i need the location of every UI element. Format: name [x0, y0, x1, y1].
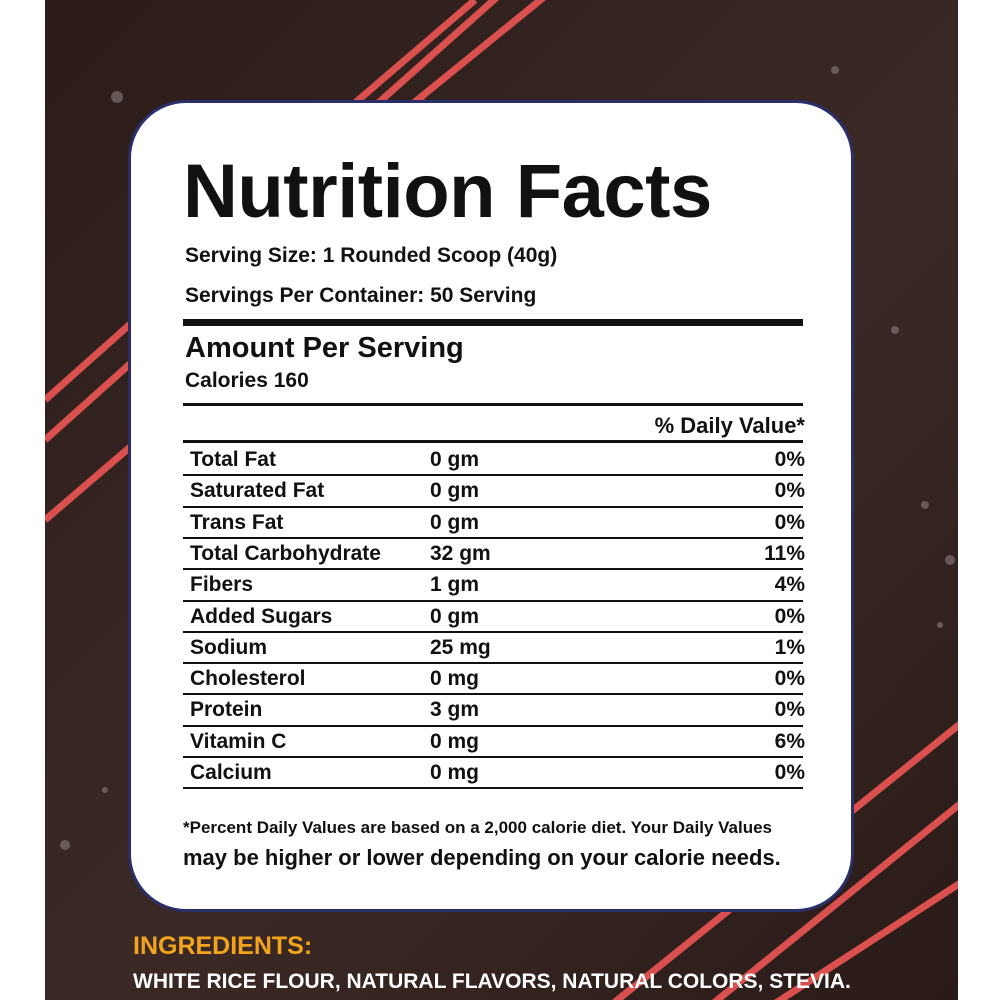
nutrient-row: Trans Fat 0 gm 0% — [187, 507, 805, 538]
nutrient-daily-value: 0% — [774, 761, 805, 784]
nutrient-amount: 1 gm — [430, 573, 480, 597]
nutrient-amount: 0 mg — [430, 667, 480, 691]
nutrient-daily-value: 0% — [774, 604, 805, 628]
nutrient-daily-value: 0% — [774, 667, 805, 691]
title: Nutrition Facts — [183, 149, 712, 234]
nutrient-amount: 0 mg — [430, 761, 480, 784]
nutrient-amount: 3 gm — [430, 698, 480, 722]
row-divider — [183, 756, 803, 758]
row-divider — [183, 630, 803, 633]
nutrient-row: Saturated Fat 0 gm 0% — [187, 475, 805, 506]
nutrient-name: Fibers — [190, 573, 254, 597]
nutrient-row: Calcium 0 mg 0% — [187, 757, 805, 788]
nutrient-amount: 0 gm — [430, 448, 480, 471]
nutrient-name: Total Carbohydrate — [190, 541, 381, 565]
nutrient-amount: 0 gm — [430, 604, 480, 628]
ingredients-title: INGREDIENTS: — [133, 932, 313, 960]
serving-size: Serving Size: 1 Rounded Scoop (40g) — [185, 244, 558, 267]
nutrient-daily-value: 4% — [774, 573, 805, 597]
nutrient-name: Added Sugars — [190, 604, 333, 628]
row-divider — [183, 787, 803, 790]
row-divider — [183, 536, 803, 539]
divider — [183, 403, 803, 406]
nutrient-name: Trans Fat — [190, 510, 284, 534]
nutrient-row: Vitamin C 0 mg 6% — [187, 726, 805, 757]
nutrient-name: Vitamin C — [190, 729, 287, 753]
nutrient-amount: 0 gm — [430, 510, 480, 534]
nutrient-amount: 0 mg — [430, 729, 480, 753]
nutrient-row: Total Fat 0 gm 0% — [187, 444, 805, 475]
nutrient-daily-value: 6% — [774, 729, 805, 753]
nutrient-daily-value: 1% — [774, 635, 805, 659]
nutrient-amount: 25 mg — [430, 635, 491, 659]
nutrient-daily-value: 11% — [764, 541, 805, 565]
row-divider — [183, 568, 803, 571]
nutrient-name: Saturated Fat — [190, 479, 325, 503]
nutrient-name: Cholesterol — [190, 667, 306, 691]
nutrient-row: Cholesterol 0 mg 0% — [187, 663, 805, 694]
footnote-line: may be higher or lower depending on your… — [183, 845, 781, 870]
divider — [183, 319, 803, 326]
nutrient-daily-value: 0% — [774, 698, 805, 722]
calories: Calories 160 — [185, 369, 309, 392]
nutrient-row: Sodium 25 mg 1% — [187, 632, 805, 663]
row-divider — [183, 693, 803, 696]
row-divider — [183, 662, 803, 665]
nutrient-row: Added Sugars 0 gm 0% — [187, 601, 805, 632]
amount-per-serving: Amount Per Serving — [185, 332, 464, 364]
nutrient-daily-value: 0% — [774, 448, 805, 471]
divider — [183, 440, 803, 443]
row-divider — [183, 474, 803, 477]
nutrient-name: Calcium — [190, 761, 272, 784]
nutrient-amount: 32 gm — [430, 541, 491, 565]
row-divider — [183, 599, 803, 602]
nutrient-daily-value: 0% — [774, 479, 805, 503]
nutrient-amount: 0 gm — [430, 479, 480, 503]
daily-value-header: % Daily Value* — [654, 413, 805, 438]
footnote-line: *Percent Daily Values are based on a 2,0… — [183, 818, 772, 837]
row-divider — [183, 505, 803, 508]
ingredients-text: WHITE RICE FLOUR, NATURAL FLAVORS, NATUR… — [133, 970, 851, 993]
nutrient-name: Total Fat — [190, 448, 276, 471]
row-divider — [183, 724, 803, 727]
servings-per-container: Servings Per Container: 50 Serving — [185, 284, 537, 307]
nutrient-row: Fibers 1 gm 4% — [187, 569, 805, 600]
nutrient-name: Sodium — [190, 635, 267, 659]
nutrient-row: Protein 3 gm 0% — [187, 694, 805, 725]
nutrient-name: Protein — [190, 698, 263, 722]
nutrient-row: Total Carbohydrate 32 gm 11% — [187, 538, 805, 569]
nutrient-daily-value: 0% — [774, 510, 805, 534]
